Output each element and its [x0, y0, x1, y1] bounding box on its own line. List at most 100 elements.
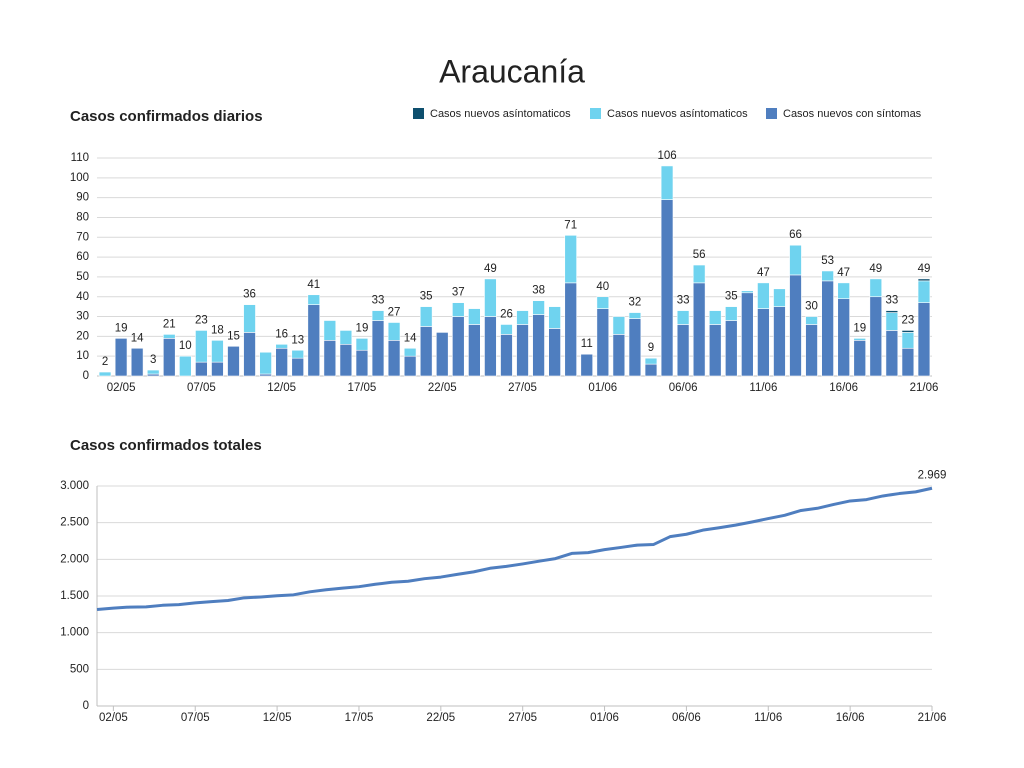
bar-segment [628, 312, 642, 319]
legend-swatch [590, 108, 601, 119]
bar-segment [660, 199, 674, 377]
x-tick-label: 07/05 [181, 712, 210, 724]
bar-segment [275, 347, 288, 377]
total-label: 35 [725, 291, 738, 303]
legend-swatch [766, 108, 777, 119]
bar-segment [211, 340, 224, 363]
bar-segment [307, 294, 321, 305]
bar-segment [387, 340, 401, 377]
bar-segment [548, 306, 561, 329]
bar-segment [725, 306, 738, 321]
bar-segment [419, 326, 433, 377]
y-tick-label: 100 [70, 172, 89, 184]
x-tick-label: 27/05 [508, 712, 537, 724]
bar-segment [821, 280, 834, 377]
bar-segment [757, 282, 770, 309]
bar-segment [660, 165, 674, 200]
x-tick-label: 17/05 [348, 382, 377, 394]
bar-segment [869, 296, 883, 377]
bar-segment [612, 316, 626, 335]
y-tick-label: 90 [76, 192, 89, 204]
total-label: 19 [115, 322, 128, 334]
bar-segment [243, 332, 256, 377]
bar-segment [500, 334, 513, 377]
total-label: 56 [693, 249, 706, 261]
total-label: 106 [657, 150, 676, 162]
bar-segment [516, 310, 529, 325]
total-label: 2 [102, 356, 108, 368]
bar-segment [548, 328, 561, 377]
chart-title: Casos confirmados totales [70, 437, 262, 454]
bar-segment [259, 351, 272, 375]
x-tick-label: 16/06 [829, 382, 858, 394]
bar-segment [291, 357, 304, 377]
total-label: 14 [131, 332, 144, 344]
y-tick-label: 2.500 [60, 517, 89, 529]
bar-segment [114, 338, 128, 377]
total-label: 16 [275, 328, 288, 340]
bar-segment [805, 324, 818, 377]
bar-segment [708, 324, 722, 377]
total-label: 37 [452, 287, 465, 299]
bar-segment [773, 288, 786, 307]
bar-segment [692, 264, 706, 284]
bar-segment [146, 369, 160, 375]
y-tick-label: 500 [70, 663, 89, 675]
page-title: Araucanía [439, 53, 585, 89]
y-tick-label: 70 [76, 231, 89, 243]
bar-segment [371, 320, 385, 377]
total-label: 11 [581, 338, 593, 350]
bar-segment [275, 343, 288, 349]
total-label: 23 [902, 314, 915, 326]
bar-segment [243, 304, 256, 333]
bar-segment [339, 330, 353, 345]
bar-segment [901, 330, 915, 333]
y-tick-label: 30 [76, 311, 89, 323]
bar-segment [596, 308, 610, 377]
x-tick-label: 22/05 [426, 712, 455, 724]
y-tick-label: 0 [83, 700, 89, 712]
bar-segment [403, 355, 417, 377]
total-label: 27 [388, 307, 401, 319]
total-label: 15 [227, 330, 240, 342]
y-tick-label: 40 [76, 291, 89, 303]
total-label: 35 [420, 291, 433, 303]
total-label: 9 [648, 342, 654, 354]
total-label: 19 [853, 322, 866, 334]
bar-segment [452, 316, 465, 377]
total-label: 40 [596, 281, 609, 293]
bar-segment [98, 371, 112, 377]
bar-segment [917, 278, 931, 282]
x-tick-label: 12/05 [263, 712, 292, 724]
total-label: 13 [291, 334, 304, 346]
total-label: 10 [179, 340, 192, 352]
y-tick-label: 1.500 [60, 590, 89, 602]
bar-segment [452, 302, 465, 317]
bar-segment [644, 357, 658, 365]
bar-segment [853, 340, 866, 377]
bar-segment [211, 361, 224, 377]
x-tick-label: 11/06 [754, 712, 782, 724]
bar-segment [500, 324, 513, 335]
bar-segment [885, 312, 899, 331]
bar-segment [580, 353, 594, 377]
y-tick-label: 110 [71, 152, 89, 164]
total-label: 49 [869, 263, 882, 275]
y-tick-label: 60 [76, 251, 89, 263]
total-label: 23 [195, 314, 208, 326]
total-label: 47 [837, 267, 850, 279]
bar-segment [163, 338, 176, 377]
bar-segment [564, 234, 577, 284]
x-tick-label: 22/05 [428, 382, 457, 394]
bar-segment [901, 332, 915, 349]
bar-segment [853, 338, 866, 341]
bar-segment [323, 320, 337, 341]
bar-segment [339, 343, 353, 377]
total-label: 71 [564, 219, 577, 231]
x-tick-label: 11/06 [749, 382, 777, 394]
legend-swatch [413, 108, 424, 119]
x-tick-label: 17/05 [345, 712, 374, 724]
x-tick-label: 01/06 [590, 712, 619, 724]
legend-label: Casos nuevos asíntomaticos [430, 108, 571, 120]
